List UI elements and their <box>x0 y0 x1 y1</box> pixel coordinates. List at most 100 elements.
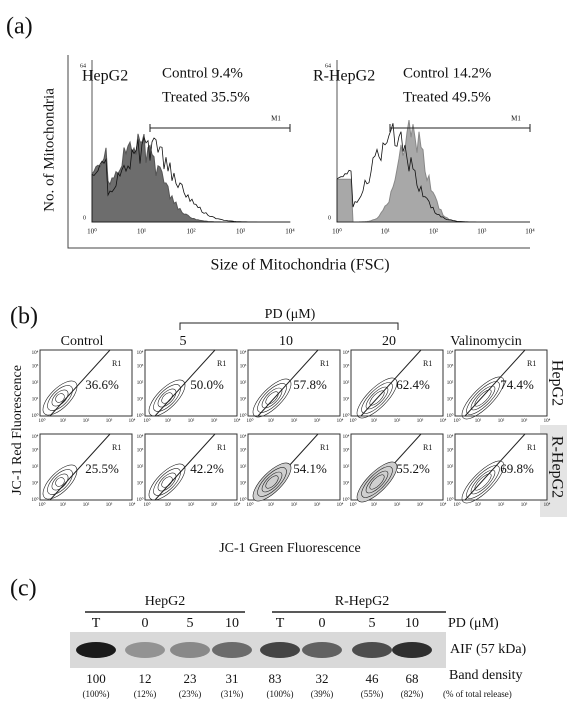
density-percent: (39%) <box>311 689 334 699</box>
tick-label: 10⁰ <box>38 502 45 508</box>
contour <box>474 473 492 491</box>
tick-label: 10⁴ <box>32 434 39 440</box>
density-value: 46 <box>366 671 380 686</box>
tick-label: 10¹ <box>343 481 350 487</box>
gate-label: R1 <box>423 443 432 452</box>
band <box>302 642 342 658</box>
contour <box>466 465 500 499</box>
percent-value: 36.6% <box>85 377 119 392</box>
gate-label: R1 <box>320 359 329 368</box>
tick-label: 10¹ <box>165 502 172 508</box>
percent-value: 54.1% <box>293 461 327 476</box>
tick-label: 10⁴ <box>137 350 144 356</box>
contour <box>157 388 177 408</box>
tick-label: 10⁰ <box>136 497 143 503</box>
contour <box>257 467 287 497</box>
contour <box>466 381 500 415</box>
dot-plot-frame <box>454 433 548 501</box>
tick-label: 10¹ <box>240 397 247 403</box>
tick-label: 10⁴ <box>32 350 39 356</box>
tick-label: 10² <box>32 380 39 386</box>
tick-label: 10¹ <box>60 418 67 424</box>
tick-label: 10¹ <box>371 502 378 508</box>
treated-value: Treated 49.5% <box>403 89 491 105</box>
tick-label: 10⁴ <box>343 434 350 440</box>
tick-label: 10² <box>447 380 454 386</box>
tick-label: 10⁴ <box>337 418 344 424</box>
column-label: Control <box>61 334 104 349</box>
band <box>260 642 300 658</box>
gate-label: R1 <box>217 359 226 368</box>
column-label: 5 <box>180 334 187 349</box>
axis-label: JC-1 Red Fluorescence <box>10 365 25 495</box>
tick-label: 10¹ <box>60 502 67 508</box>
tick-label: 10³ <box>240 364 247 370</box>
contour <box>47 385 73 411</box>
tick-label: 10⁰ <box>349 502 356 508</box>
density-percent: (23%) <box>179 689 202 699</box>
dot-plot-frame <box>454 349 548 417</box>
gate-line <box>257 349 319 417</box>
plot-title: R-HepG2 <box>313 68 375 85</box>
tick-label: 10¹ <box>381 228 390 236</box>
tick-label: 10⁴ <box>440 502 447 508</box>
tick-label: 10⁰ <box>239 497 246 503</box>
band-label: AIF (57 kDa) <box>450 642 527 657</box>
density-percent: (82%) <box>401 689 424 699</box>
tick-label: 10⁴ <box>447 434 454 440</box>
tick-label: 10³ <box>137 364 144 370</box>
contour <box>474 389 492 407</box>
tick-label: 10⁴ <box>447 350 454 356</box>
tick-label: 10² <box>83 502 90 508</box>
tick-label: 10² <box>343 380 350 386</box>
gate-label: R1 <box>217 443 226 452</box>
contour <box>47 469 73 495</box>
gate-label: R1 <box>527 443 536 452</box>
contour <box>153 468 181 496</box>
frame <box>67 55 530 249</box>
tick-label: 10² <box>240 464 247 470</box>
tick-label: 10³ <box>447 364 454 370</box>
contour <box>356 461 398 503</box>
tick-label: 10³ <box>211 502 218 508</box>
contour <box>42 464 78 500</box>
tick-label: 10¹ <box>371 418 378 424</box>
contour <box>365 470 389 494</box>
tick-label: 10² <box>343 464 350 470</box>
density-percent: (12%) <box>134 689 157 699</box>
tick-label: 10⁰ <box>349 418 356 424</box>
tick-label: 10² <box>291 418 298 424</box>
gate-line <box>154 349 216 417</box>
contour <box>461 460 505 504</box>
tick-label: 10⁰ <box>136 413 143 419</box>
lane-label: 5 <box>369 616 376 631</box>
tick-label: 10² <box>137 380 144 386</box>
column-label: 10 <box>279 334 293 349</box>
tick-label: 10³ <box>314 418 321 424</box>
tick-label: 10⁴ <box>240 350 247 356</box>
density-percent: (100%) <box>267 689 294 699</box>
row-label: HepG2 <box>548 360 565 406</box>
lane-label: 0 <box>319 616 326 631</box>
density-value: 23 <box>184 671 197 686</box>
contour <box>153 384 181 412</box>
gate-label: R1 <box>112 443 121 452</box>
tick-label: 10¹ <box>447 481 454 487</box>
tick-label: 10¹ <box>475 502 482 508</box>
gate-label: R1 <box>423 359 432 368</box>
percent-value: 57.8% <box>293 377 327 392</box>
tick-label: 10⁰ <box>332 228 342 236</box>
percent-value: 42.2% <box>190 461 224 476</box>
panel-label: (c) <box>10 576 37 602</box>
tick-label: 10⁰ <box>246 502 253 508</box>
tick-label: 10³ <box>106 418 113 424</box>
dot-plot-frame <box>144 433 238 501</box>
percent-value: 69.8% <box>500 461 534 476</box>
tick-label: 10² <box>429 228 438 236</box>
gate-label: M1 <box>271 115 281 123</box>
contour <box>265 391 279 405</box>
contour <box>470 385 496 411</box>
tick-label: 0 <box>328 215 331 221</box>
band <box>392 642 432 658</box>
